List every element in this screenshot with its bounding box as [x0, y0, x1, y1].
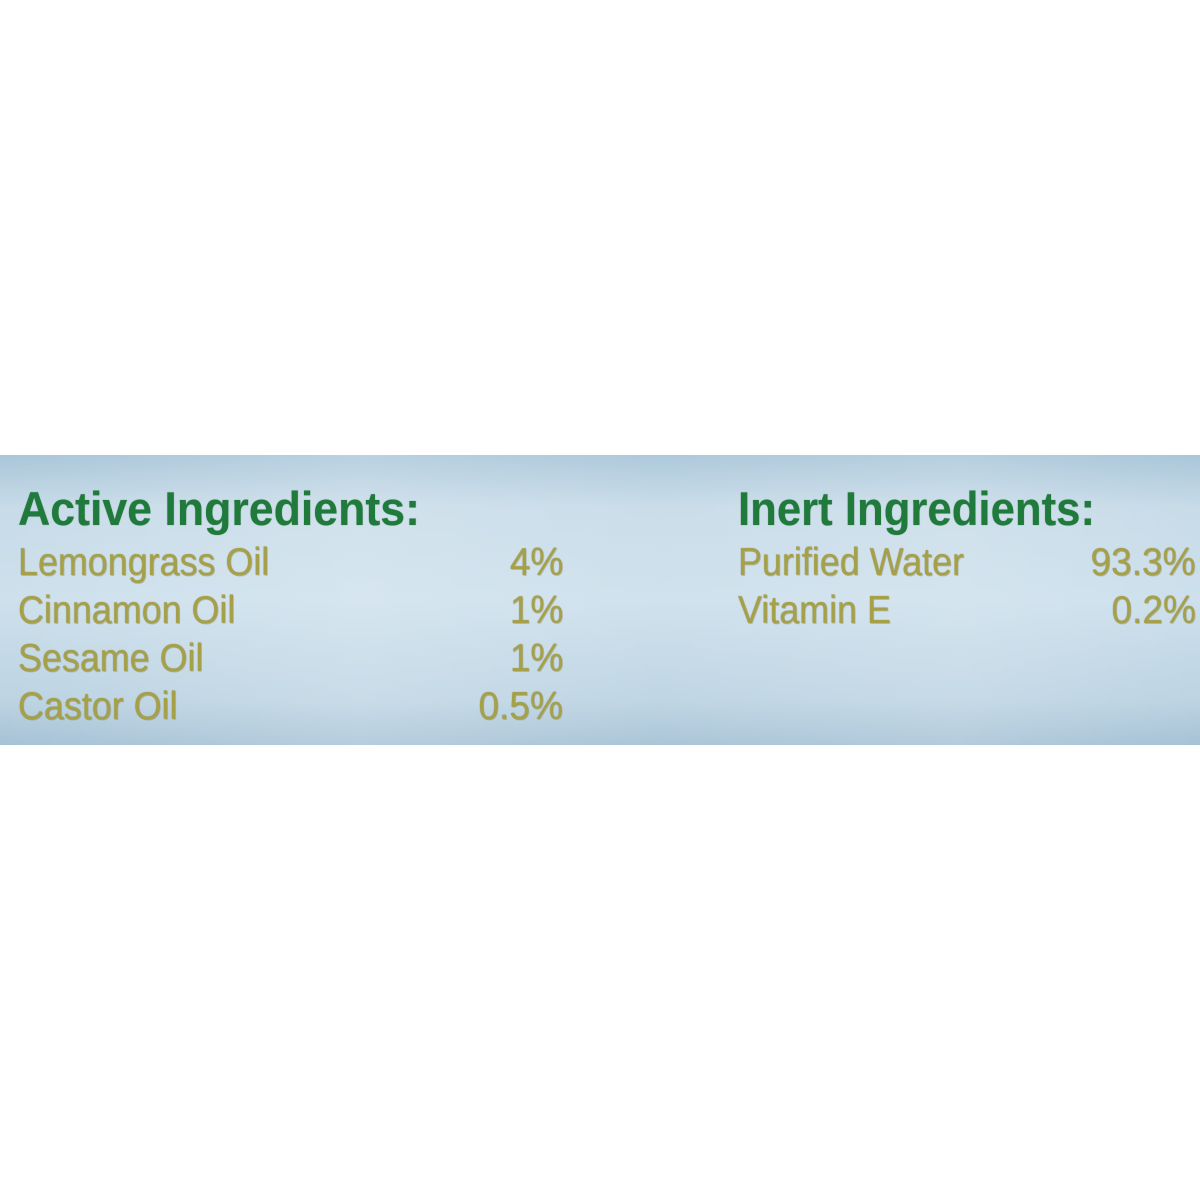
ingredient-name: Purified Water: [738, 541, 964, 584]
ingredient-name: Cinnamon Oil: [18, 589, 236, 632]
inert-ingredients-panel: Inert Ingredients: Purified Water 93.3% …: [738, 455, 1200, 745]
ingredient-row: Vitamin E 0.2%: [738, 587, 1200, 635]
active-ingredients-panel: Active Ingredients: Lemongrass Oil 4% Ci…: [18, 455, 563, 745]
ingredient-name: Vitamin E: [738, 589, 891, 632]
ingredient-row: Purified Water 93.3%: [738, 539, 1200, 587]
ingredient-percent: 1%: [509, 637, 563, 680]
inert-ingredients-title: Inert Ingredients:: [738, 482, 1096, 535]
active-ingredients-list: Lemongrass Oil 4% Cinnamon Oil 1% Sesame…: [18, 539, 563, 731]
ingredient-percent: 0.5%: [478, 685, 563, 728]
ingredient-row: Sesame Oil 1%: [18, 635, 563, 683]
ingredient-percent: 4%: [509, 541, 563, 584]
active-ingredients-title: Active Ingredients:: [18, 482, 420, 535]
ingredient-percent: 93.3%: [1090, 541, 1196, 584]
ingredient-row: Cinnamon Oil 1%: [18, 587, 563, 635]
ingredient-row: Lemongrass Oil 4%: [18, 539, 563, 587]
ingredient-row: Castor Oil 0.5%: [18, 683, 563, 731]
ingredient-percent: 0.2%: [1111, 589, 1196, 632]
ingredient-name: Sesame Oil: [18, 637, 204, 680]
inert-ingredients-list: Purified Water 93.3% Vitamin E 0.2%: [738, 539, 1200, 635]
ingredient-name: Lemongrass Oil: [18, 541, 270, 584]
ingredient-label: Active Ingredients: Lemongrass Oil 4% Ci…: [0, 455, 1200, 745]
ingredient-name: Castor Oil: [18, 685, 178, 728]
ingredient-percent: 1%: [509, 589, 563, 632]
